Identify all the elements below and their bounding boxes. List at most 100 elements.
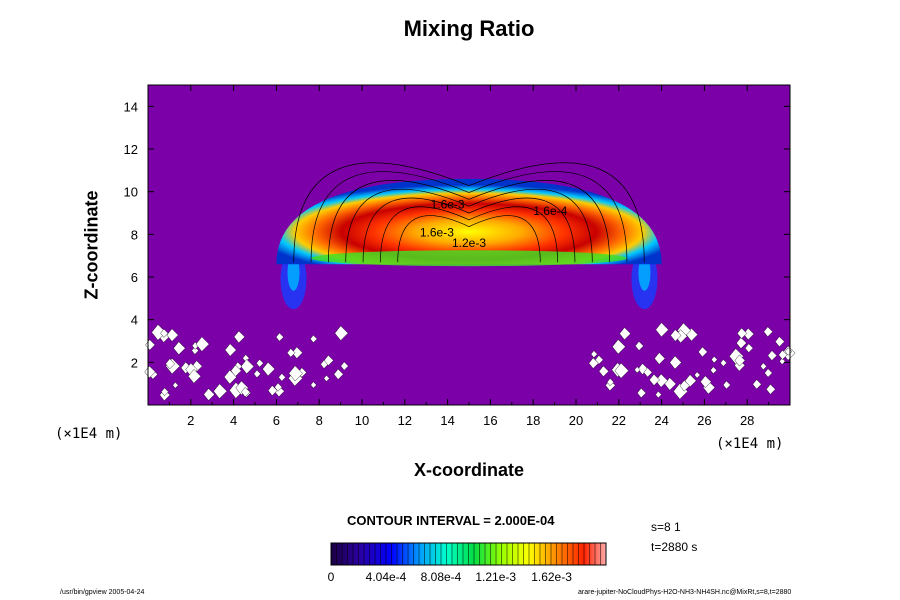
speckle-mark [323,355,334,366]
y-tick-label: 4 [131,313,138,328]
speckle-mark [230,364,242,377]
speckle-mark [213,383,228,399]
speckle-mark [161,387,169,397]
speckle-mark [737,327,748,339]
speckle-mark [256,359,264,368]
speckle-mark [286,348,296,358]
colorbar-tick-label: 8.08e-4 [421,570,462,584]
speckle-mark [760,362,767,371]
x-axis-label: X-coordinate [413,460,524,480]
x-tick-label: 26 [697,413,711,428]
x-tick-label: 20 [569,413,583,428]
x-tick-label: 28 [740,413,754,428]
footer-source: arare-jupiter-NoCloudPhys-H2O-NH3-NH4SH.… [578,589,792,596]
speckle-mark [700,375,712,388]
colorbar-tick-label: 1.21e-3 [475,570,516,584]
speckle-mark [655,390,662,399]
speckle-mark [588,357,599,369]
y-tick-label: 14 [124,99,138,114]
speckle-mark [144,365,156,379]
speckle-mark [262,361,276,377]
surface-speckle-group [144,322,796,402]
speckle-mark [694,371,701,379]
speckle-mark [679,380,690,392]
speckle-mark [698,346,708,358]
speckle-mark [736,337,747,349]
speckle-mark [764,368,773,378]
speckle-mark [191,346,199,355]
time-info: t=2880 s [651,540,698,554]
contour-line [380,206,558,263]
y-tick-label: 10 [124,185,138,200]
speckle-mark [188,369,202,384]
contour-label: 1.2e-3 [452,236,486,250]
speckle-mark [612,339,626,355]
x-tick-label: 12 [398,413,412,428]
footer-command: /usr/bin/gpview 2005-04-24 [60,589,145,596]
y-tick-label: 6 [131,270,138,285]
speckle-mark [649,373,660,386]
x-tick-label: 14 [440,413,454,428]
x-tick-label: 18 [526,413,540,428]
speckle-mark [274,382,283,392]
speckle-mark [233,330,246,344]
contour-line [345,188,593,263]
x-tick-label: 8 [316,413,323,428]
colorbar-tick-label: 4.04e-4 [366,570,407,584]
speckle-mark [598,365,609,377]
speckle-mark [288,365,303,382]
speckle-mark [606,378,615,387]
speckle-mark [253,369,261,378]
colorbar-tick-label: 0 [328,570,335,584]
speckle-mark [710,366,717,374]
speckle-mark [334,325,349,341]
speckle-mark [173,341,186,355]
speckle-mark [291,346,303,359]
contour-interval: CONTOUR INTERVAL = 2.000E-04 [347,513,555,528]
y-axis-label: Z-coordinate [81,190,102,300]
x-tick-label: 4 [230,413,237,428]
speckle-mark [333,368,344,380]
y-tick-label: 12 [124,142,138,157]
x-tick-label: 22 [612,413,626,428]
y-unit-label: (×1E4 m) [55,426,123,442]
speckle-mark [310,334,318,343]
speckle-mark [590,350,598,358]
speckle-mark [637,387,647,399]
contour-line [293,162,645,263]
speckle-mark [763,326,773,337]
contour-line [362,197,576,263]
speckle-mark [160,328,169,338]
speckle-mark [669,355,682,370]
speckle-mark [734,354,746,367]
speckle-mark [635,341,644,351]
contour-label: 1.6e-3 [420,225,454,239]
x-tick-label: 16 [483,413,497,428]
x-tick-label: 24 [654,413,668,428]
contour-line [397,215,541,263]
speckle-mark [729,348,744,365]
x-tick-label: 10 [355,413,369,428]
colorbar-tick-label: 1.62e-3 [531,570,572,584]
speckle-mark [654,352,666,365]
speckle-mark [619,327,631,341]
speckle-mark [779,357,786,365]
speckle-mark [195,336,210,352]
speckle-mark [166,328,179,342]
y-tick-label: 2 [131,355,138,370]
speckle-mark [614,362,629,379]
speckle-mark [720,359,727,367]
speckle-mark [670,329,682,342]
chart-title: Mixing Ratio [403,16,535,41]
speckle-mark [766,383,776,395]
speckle-mark [240,359,255,375]
contour-label: 1.6e-3 [431,198,465,212]
speckle-mark [224,343,237,357]
speckle-mark [340,361,349,371]
speckle-mark [241,387,251,398]
cloud-base-band [311,250,627,267]
cloud-dome [276,178,662,265]
y-tick-label: 8 [131,227,138,242]
speckle-mark [172,381,179,389]
